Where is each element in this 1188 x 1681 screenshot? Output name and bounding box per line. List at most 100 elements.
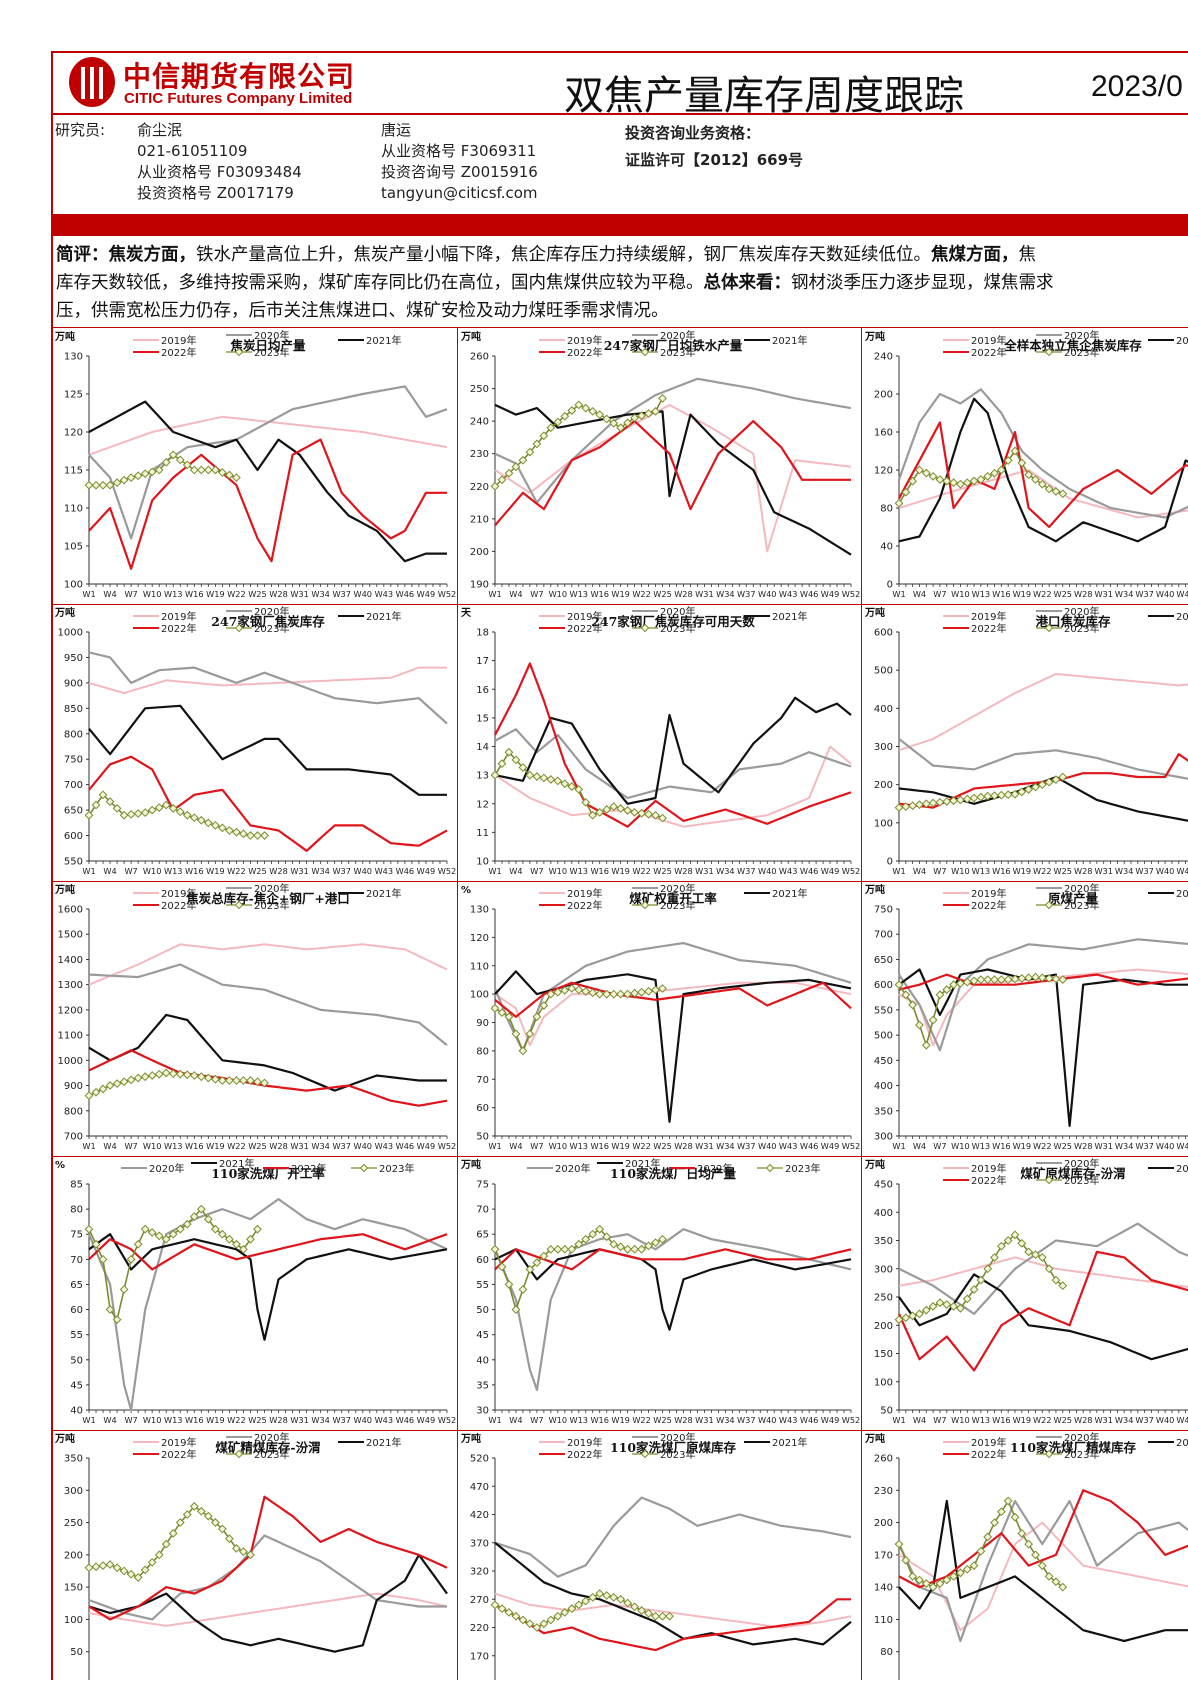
- x-tick-label: W16: [992, 866, 1011, 876]
- x-tick-label: W49: [821, 589, 840, 599]
- x-tick-label: W46: [396, 1415, 415, 1425]
- series-line-2022: [88, 438, 447, 570]
- series-marker-2023: [921, 799, 931, 809]
- series-marker-2023: [1031, 1550, 1040, 1560]
- series-marker-2023: [91, 1562, 101, 1572]
- y-tick-label: 18: [476, 628, 489, 639]
- x-tick-label: W4: [509, 866, 522, 876]
- series-marker-2023: [98, 1084, 108, 1094]
- legend-label: 2019年: [971, 610, 1006, 623]
- series-line-2019: [88, 943, 448, 986]
- legend-label: 2022年: [161, 346, 196, 359]
- x-tick-label: W16: [590, 1415, 609, 1425]
- series-marker-2023: [602, 1232, 612, 1242]
- series-marker-2023: [651, 1238, 660, 1248]
- x-tick-label: W19: [611, 589, 630, 599]
- x-tick-label: W25: [248, 866, 267, 876]
- y-tick-label: 650: [874, 955, 893, 966]
- series-marker-2023: [630, 807, 639, 817]
- x-tick-label: W19: [611, 1415, 630, 1425]
- series-marker-2023: [168, 1229, 178, 1239]
- x-tick-label: W34: [1115, 589, 1134, 599]
- series-line-2020: [494, 377, 852, 504]
- series-marker-2023: [942, 797, 952, 806]
- series-marker-2023: [1044, 1572, 1054, 1581]
- series-marker-2023: [175, 1069, 185, 1079]
- x-tick-label: W25: [1054, 589, 1073, 599]
- legend-label: 2022年: [567, 899, 602, 912]
- x-tick-label: W28: [1074, 589, 1093, 599]
- series-marker-2023: [616, 1594, 626, 1604]
- series-line-2023: [898, 976, 1063, 1046]
- x-tick-label: W19: [206, 866, 225, 876]
- x-tick-label: W1: [82, 866, 95, 876]
- researcher-label: 研究员:: [55, 121, 106, 139]
- series-marker-2023: [983, 975, 993, 985]
- series-marker-2023: [623, 989, 632, 999]
- author-2-license: 从业资格号 F3069311: [381, 142, 537, 160]
- legend-label: 2022年: [161, 1448, 196, 1461]
- series-marker-2023: [567, 406, 577, 415]
- series-marker-2023: [140, 469, 150, 479]
- author-2-email[interactable]: tangyun@citicsf.com: [381, 184, 538, 202]
- series-line-2020: [898, 1222, 1188, 1315]
- series-marker-2023: [1017, 1528, 1027, 1538]
- x-tick-label: W22: [227, 589, 246, 599]
- x-tick-label: W40: [354, 1415, 373, 1425]
- series-marker-2023: [168, 1528, 178, 1538]
- grid-divider-v: [861, 328, 862, 1680]
- series-line-2019: [898, 673, 1188, 752]
- x-tick-label: W13: [164, 1141, 183, 1151]
- x-tick-label: W40: [354, 866, 373, 876]
- y-tick-label: 100: [470, 990, 489, 1001]
- chart-c1: 万吨 焦炭日均产量 100 105 110 115 120 125 130 W1 W4 W7 W10 W1…: [51, 328, 457, 604]
- series-line-2022: [88, 1233, 448, 1271]
- y-tick-label: 260: [874, 1454, 893, 1465]
- legend-item-2020: 2020年: [121, 1162, 184, 1175]
- series-marker-2023: [518, 763, 528, 772]
- y-tick-label: 210: [470, 514, 489, 525]
- chart-title: 110家洗煤厂日均产量: [610, 1166, 737, 1181]
- series-marker-2023: [956, 1568, 965, 1578]
- series-marker-2023: [105, 1560, 115, 1569]
- x-tick-label: W7: [530, 866, 543, 876]
- series-marker-2023: [196, 465, 206, 475]
- series-line-2021: [88, 1233, 448, 1341]
- x-tick-label: W7: [933, 1415, 946, 1425]
- chart-unit-label: 万吨: [460, 1158, 481, 1171]
- series-marker-2023: [908, 1000, 917, 1010]
- series-marker-2023: [935, 1298, 945, 1308]
- y-tick-label: 240: [874, 352, 893, 363]
- legend-item-2021: 2021年: [744, 334, 807, 347]
- series-marker-2023: [560, 411, 570, 421]
- series-marker-2023: [182, 810, 192, 820]
- series-marker-2023: [658, 1611, 667, 1621]
- series-marker-2023: [196, 1506, 206, 1516]
- y-tick-label: 35: [476, 1380, 489, 1391]
- series-marker-2023: [112, 1079, 122, 1089]
- legend-item-2020: 2020年: [527, 1162, 590, 1175]
- series-marker-2023: [239, 1244, 248, 1254]
- author-2-consult-license: 投资咨询号 Z0015916: [381, 163, 538, 181]
- x-tick-label: W40: [1156, 866, 1175, 876]
- x-tick-label: W13: [972, 1141, 991, 1151]
- legend-item-2020: 2020年: [632, 329, 695, 342]
- legend-label: 2023年: [379, 1162, 414, 1175]
- series-marker-2023: [928, 1582, 938, 1592]
- y-tick-label: 1500: [58, 930, 83, 941]
- report-date: 2023/0: [1091, 70, 1183, 103]
- chart-c2: 万吨 247家钢厂日均铁水产量 190 200 210 220 230 240 250 260 W1…: [457, 328, 861, 604]
- series-marker-2023: [253, 831, 262, 840]
- series-line-2019: [494, 403, 852, 553]
- x-tick-label: W34: [311, 589, 330, 599]
- legend-item-2021: 2021年: [1148, 887, 1188, 900]
- qualification: 投资咨询业务资格： 证监许可【2012】669号: [625, 120, 803, 174]
- legend-label: 2019年: [567, 334, 602, 347]
- series-marker-2023: [1051, 775, 1061, 784]
- chart-unit-label: %: [55, 1160, 65, 1171]
- series-line-2021: [494, 1541, 852, 1646]
- series-marker-2023: [1031, 1250, 1040, 1259]
